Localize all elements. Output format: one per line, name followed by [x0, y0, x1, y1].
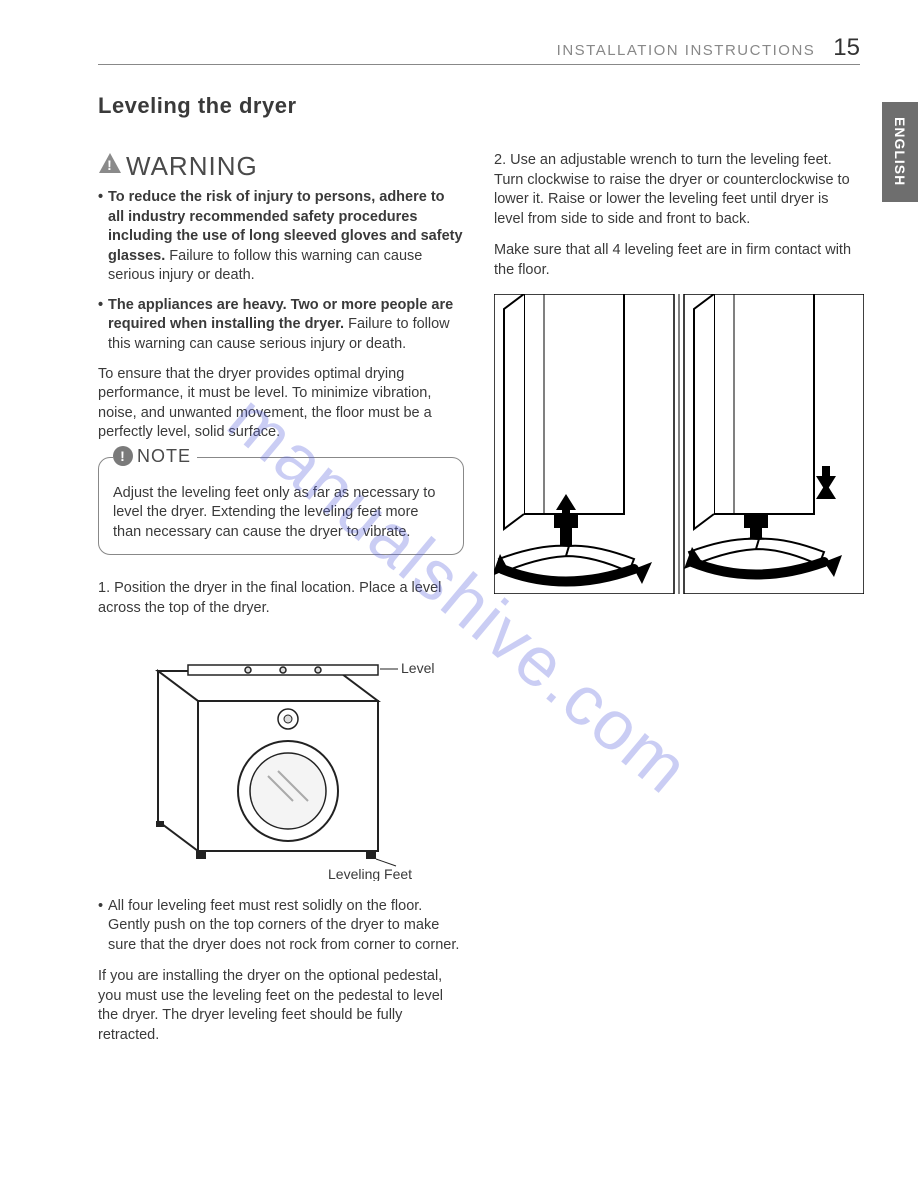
intro-paragraph: To ensure that the dryer provides optima…: [98, 365, 464, 443]
warning-triangle-icon: !: [98, 152, 122, 180]
note-body: Adjust the leveling feet only as far as …: [113, 484, 449, 543]
step-1-text: 1. Position the dryer in the final locat…: [98, 580, 441, 616]
step-2-followup: Make sure that all 4 leveling feet are i…: [494, 241, 860, 280]
page-number: 15: [833, 34, 860, 62]
header-breadcrumb: INSTALLATION INSTRUCTIONS: [557, 42, 816, 59]
two-column-layout: ! WARNING To reduce the risk of injury t…: [98, 151, 860, 1060]
step-2: 2. Use an adjustable wrench to turn the …: [494, 151, 860, 229]
leveling-feet-note: All four leveling feet must rest solidly…: [98, 897, 464, 956]
note-callout: ! NOTE Adjust the leveling feet only as …: [98, 457, 464, 556]
fig1-feet-label: Leveling Feet: [328, 866, 412, 881]
note-label-text: NOTE: [137, 446, 191, 467]
svg-text:!: !: [107, 157, 113, 173]
step-1: 1. Position the dryer in the final locat…: [98, 579, 464, 618]
section-title: Leveling the dryer: [98, 93, 860, 119]
fig1-level-label: Level: [401, 660, 434, 676]
page: INSTALLATION INSTRUCTIONS 15 Leveling th…: [0, 0, 918, 1100]
figure-wrench-feet: [494, 294, 860, 594]
note-info-icon: !: [113, 446, 133, 466]
warning-item: The appliances are heavy. Two or more pe…: [98, 296, 464, 355]
figure-dryer-with-level: Level Leveling Feet: [98, 631, 464, 881]
warning-item: To reduce the risk of injury to persons,…: [98, 188, 464, 286]
note-label: ! NOTE: [113, 446, 197, 467]
warning-label: WARNING: [126, 151, 258, 182]
warning-list: To reduce the risk of injury to persons,…: [98, 188, 464, 355]
language-tab: ENGLISH: [882, 102, 918, 202]
left-column: ! WARNING To reduce the risk of injury t…: [98, 151, 464, 1060]
warning-heading: ! WARNING: [98, 151, 464, 182]
right-column: 2. Use an adjustable wrench to turn the …: [494, 151, 860, 1060]
pedestal-paragraph: If you are installing the dryer on the o…: [98, 967, 464, 1045]
step-2-text: 2. Use an adjustable wrench to turn the …: [494, 152, 850, 227]
page-header: INSTALLATION INSTRUCTIONS 15: [98, 34, 860, 65]
